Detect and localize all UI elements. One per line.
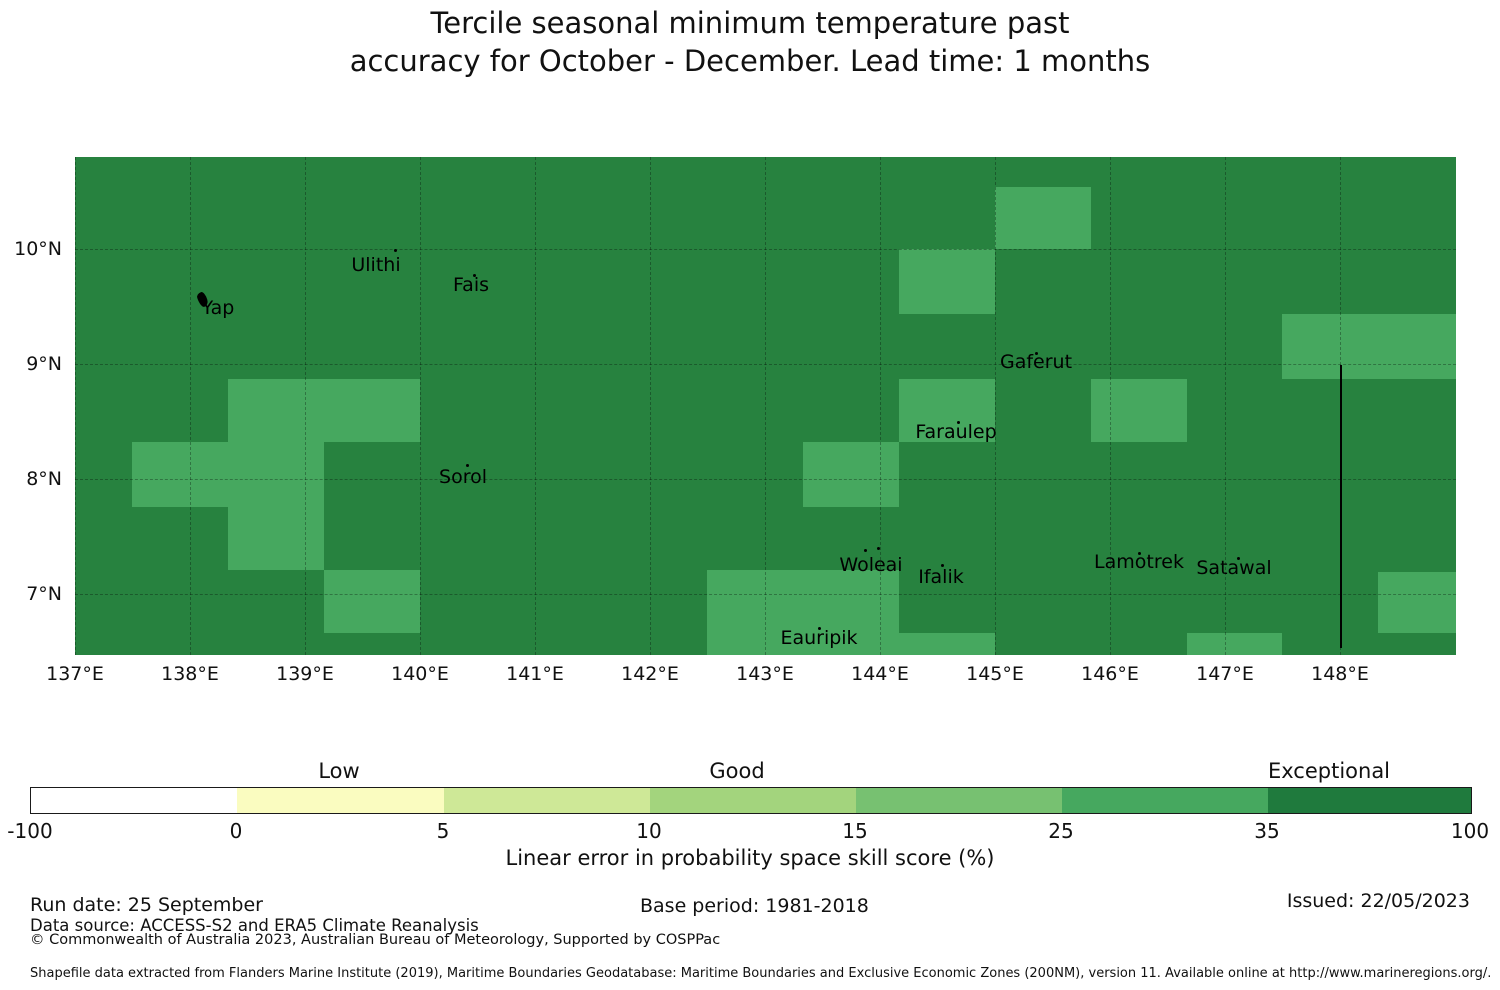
colorbar-segment-0–5 — [237, 788, 444, 813]
x-tick-label: 138°E — [161, 663, 219, 685]
gridline-vertical — [305, 157, 306, 655]
y-tick-label: 8°N — [26, 468, 62, 490]
colorbar-tick-label: 0 — [229, 819, 243, 843]
x-tick-label: 145°E — [966, 663, 1024, 685]
gridline-horizontal — [75, 249, 1456, 250]
gridline-vertical — [535, 157, 536, 655]
x-tick-label: 141°E — [506, 663, 564, 685]
gridline-vertical — [190, 157, 191, 655]
gridline-vertical — [420, 157, 421, 655]
issued-date-text: Issued: 22/05/2023 — [1286, 890, 1470, 912]
island-dot-faraulep — [957, 421, 960, 424]
skill-cell-25-35 — [324, 570, 420, 633]
gridline-vertical — [995, 157, 996, 655]
skill-cell-25-35 — [132, 442, 324, 507]
x-tick-label: 143°E — [736, 663, 794, 685]
island-label-lamotrek: Lamotrek — [1094, 551, 1184, 573]
skill-cell-25-35 — [228, 507, 324, 570]
skill-cell-25-35 — [1282, 314, 1456, 379]
island-dot-lamotrek — [1138, 552, 1141, 555]
skill-cell-25-35 — [228, 379, 420, 442]
y-tick-label: 9°N — [26, 353, 62, 375]
map-plot-area: Yap Ulithi Fais Sorol Gaferut Faraulep Woleai I… — [75, 157, 1456, 655]
data-source-text: Data source: ACCESS-S2 and ERA5 Climate … — [30, 916, 479, 935]
colorbar-category-good: Good — [709, 759, 765, 783]
colorbar-segment--100–0 — [31, 788, 237, 813]
skill-cell-25-35 — [707, 570, 899, 655]
skill-cell-25-35 — [899, 633, 995, 655]
colorbar-title: Linear error in probability space skill … — [505, 846, 995, 870]
gridline-vertical — [650, 157, 651, 655]
colorbar-segment-25–35 — [1062, 788, 1268, 813]
x-tick-label: 146°E — [1081, 663, 1139, 685]
island-label-yap: Yap — [201, 297, 235, 319]
x-tick-label: 139°E — [276, 663, 334, 685]
skill-cell-25-35 — [899, 379, 995, 442]
colorbar-segment-10–15 — [650, 788, 856, 813]
skill-cell-25-35 — [995, 187, 1091, 249]
gridline-vertical — [765, 157, 766, 655]
gridline-vertical — [1225, 157, 1226, 655]
base-period-text: Base period: 1981-2018 — [640, 895, 869, 917]
copyright-text: © Commonwealth of Australia 2023, Austra… — [30, 932, 721, 948]
colorbar — [30, 787, 1472, 814]
gridline-horizontal — [75, 364, 1456, 365]
island-label-gaferut: Gaferut — [999, 351, 1073, 373]
x-tick-label: 140°E — [391, 663, 449, 685]
x-tick-label: 142°E — [621, 663, 679, 685]
gridline-vertical — [880, 157, 881, 655]
colorbar-tick-label: 5 — [436, 819, 450, 843]
skill-cell-25-35 — [803, 442, 899, 507]
island-dot-satawal — [1237, 557, 1240, 560]
island-label-woleai: Woleai — [839, 554, 903, 576]
colorbar-tick-label: 25 — [1048, 819, 1074, 843]
island-dot-gaferut — [1035, 352, 1038, 355]
island-label-ifalik: Ifalik — [918, 566, 964, 588]
island-dot-eauripik — [818, 627, 821, 630]
island-label-sorol: Sorol — [439, 466, 487, 488]
colorbar-segment-35–100 — [1268, 788, 1471, 813]
colorbar-tick-label: 10 — [636, 819, 662, 843]
x-tick-label: 147°E — [1196, 663, 1254, 685]
eez-boundary-line — [1340, 365, 1342, 648]
colorbar-tick-label: -100 — [7, 819, 53, 843]
gridline-horizontal — [75, 594, 1456, 595]
island-label-faraulep: Faraulep — [915, 421, 997, 443]
skill-cell-25-35 — [1187, 633, 1282, 655]
shapefile-attribution-text: Shapefile data extracted from Flanders M… — [30, 966, 1492, 981]
colorbar-tick-label: 15 — [842, 819, 868, 843]
gridline-vertical — [75, 157, 76, 655]
x-tick-label: 148°E — [1311, 663, 1369, 685]
skill-cell-25-35 — [1378, 572, 1456, 633]
island-label-eauripik: Eauripik — [780, 627, 858, 649]
x-tick-label: 144°E — [851, 663, 909, 685]
y-tick-label: 7°N — [26, 583, 62, 605]
gridline-vertical — [1110, 157, 1111, 655]
colorbar-tick-label: 100 — [1450, 819, 1490, 843]
island-dot-sorol — [466, 464, 469, 467]
island-label-ulithi: Ulithi — [351, 254, 401, 276]
chart-title: Tercile seasonal minimum temperature pas… — [0, 4, 1500, 80]
island-dot-woleai — [864, 549, 867, 552]
island-dot-ifalik — [941, 564, 944, 567]
colorbar-category-low: Low — [318, 759, 360, 783]
island-dot-ulithi — [394, 249, 397, 252]
skill-cell-25-35 — [899, 249, 995, 314]
x-tick-label: 137°E — [46, 663, 104, 685]
colorbar-segment-5–10 — [444, 788, 650, 813]
island-label-fais: Fais — [452, 274, 490, 296]
colorbar-segment-15–25 — [856, 788, 1062, 813]
island-label-satawal: Satawal — [1196, 557, 1272, 579]
gridline-horizontal — [75, 479, 1456, 480]
run-date-text: Run date: 25 September — [30, 894, 263, 916]
y-tick-label: 10°N — [14, 238, 62, 260]
colorbar-tick-label: 35 — [1254, 819, 1280, 843]
island-dot-woleai — [877, 547, 880, 550]
chart-title-line2: accuracy for October - December. Lead ti… — [349, 44, 1151, 78]
colorbar-category-exceptional: Exceptional — [1267, 759, 1391, 783]
chart-title-line1: Tercile seasonal minimum temperature pas… — [430, 6, 1070, 40]
island-dot-fais — [473, 274, 476, 277]
skill-cell-25-35 — [1091, 379, 1187, 442]
